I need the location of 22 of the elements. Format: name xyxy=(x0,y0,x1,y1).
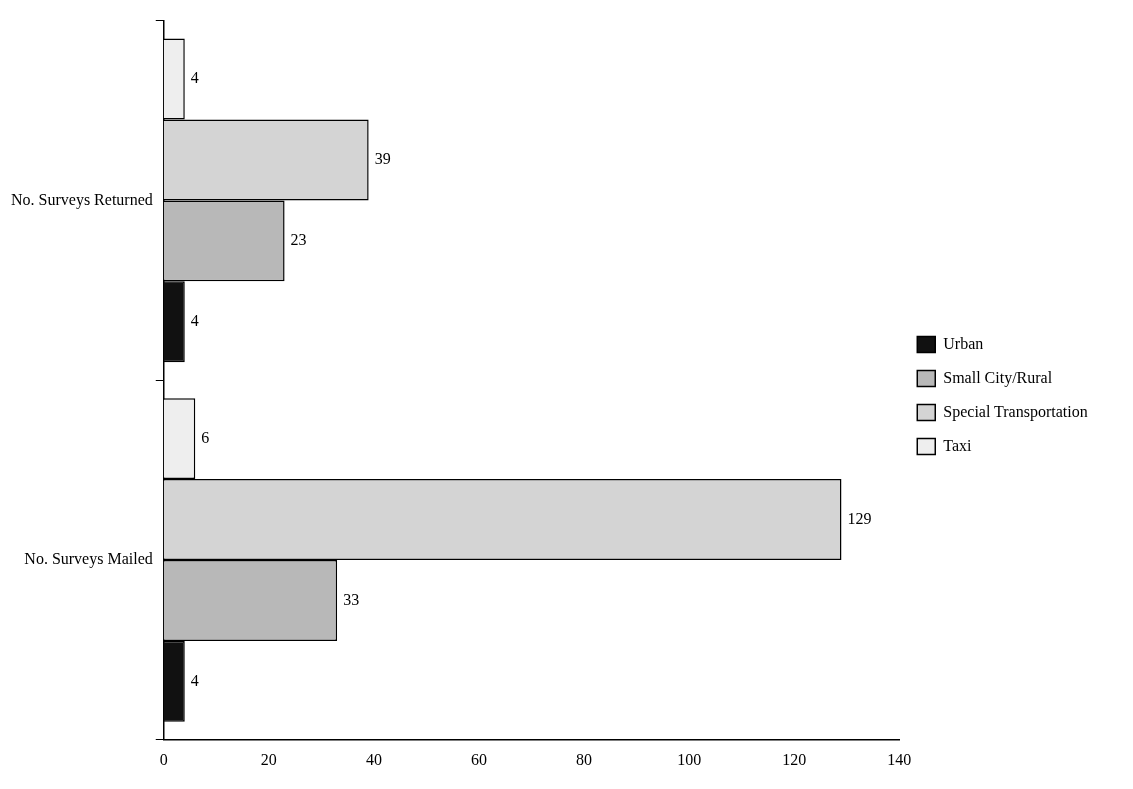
data-label: 39 xyxy=(374,150,391,168)
x-tick-label: 140 xyxy=(887,750,912,768)
data-label: 4 xyxy=(190,671,199,689)
legend-label: Small City/Rural xyxy=(943,368,1053,387)
data-label: 6 xyxy=(201,428,210,446)
legend-label: Special Transportation xyxy=(943,402,1088,421)
x-tick-label: 20 xyxy=(260,750,277,768)
x-tick-label: 120 xyxy=(782,750,807,768)
y-tick-label: No. Surveys Mailed xyxy=(24,550,153,569)
x-tick-label: 0 xyxy=(159,750,168,768)
y-tick-label: No. Surveys Returned xyxy=(10,190,153,209)
legend-label: Taxi xyxy=(943,436,973,454)
data-label: 33 xyxy=(343,590,360,608)
data-label: 129 xyxy=(847,509,872,527)
x-tick-label: 60 xyxy=(470,750,487,768)
x-tick-label: 40 xyxy=(365,750,382,768)
x-tick-label: 80 xyxy=(576,750,593,768)
data-label: 23 xyxy=(290,231,307,249)
x-tick-label: 100 xyxy=(677,750,702,768)
data-label: 4 xyxy=(190,311,199,329)
legend-label: Urban xyxy=(943,334,984,352)
data-label: 4 xyxy=(190,69,199,87)
